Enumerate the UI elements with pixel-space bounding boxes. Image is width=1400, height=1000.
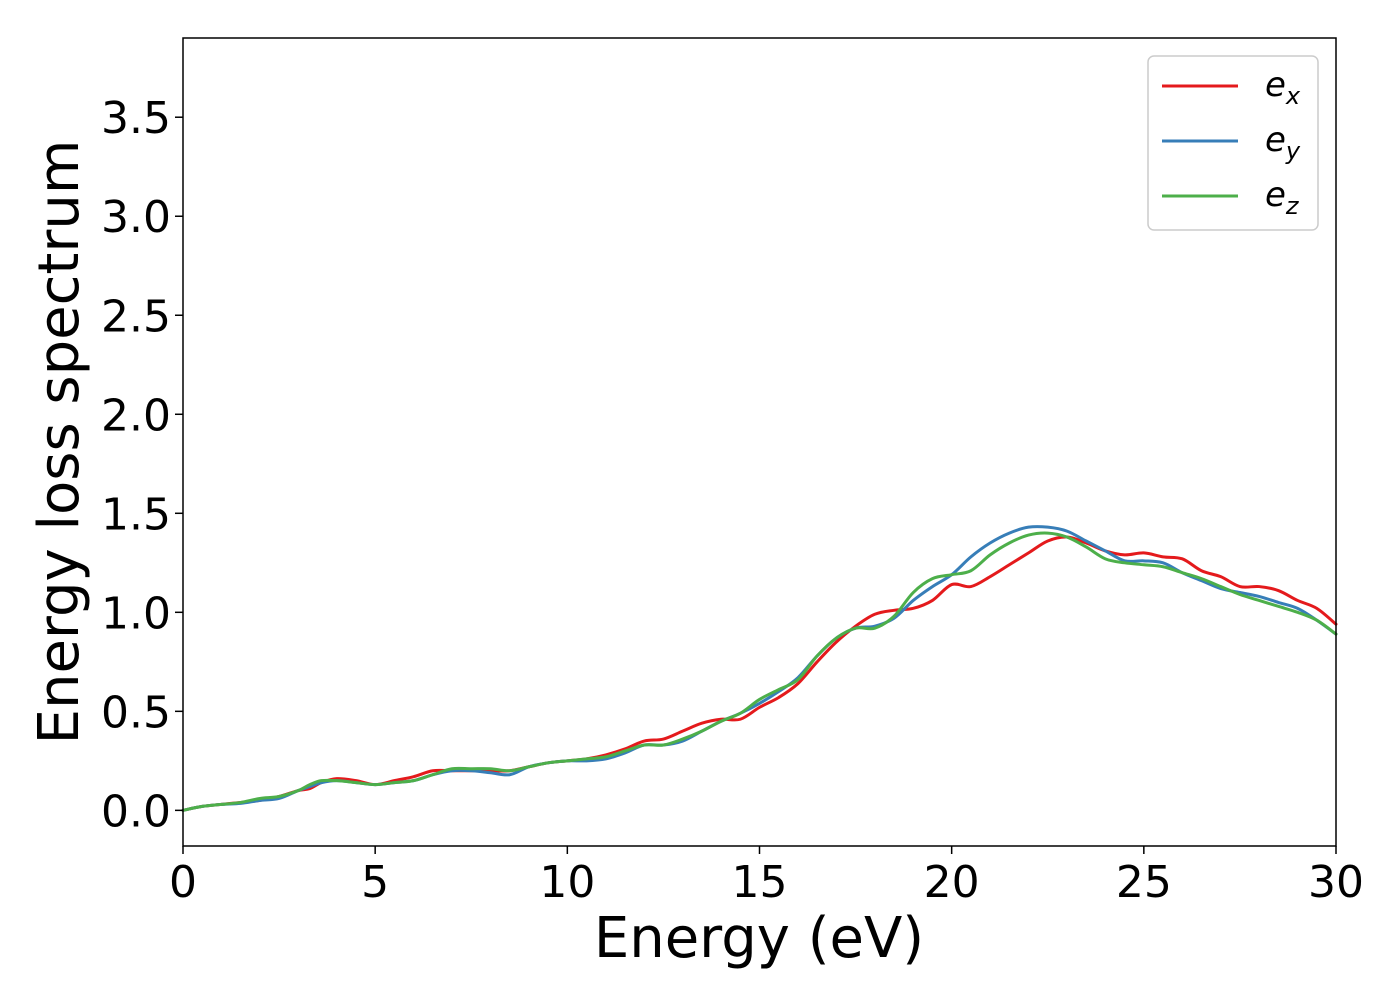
x-tick-label: 10 <box>539 857 595 908</box>
legend-label-x: ex <box>1265 65 1301 110</box>
plot-area <box>183 38 1336 846</box>
y-tick-label: 2.0 <box>101 390 171 441</box>
y-axis: 0.0 0.5 1.0 1.5 2.0 2.5 3.0 3.5 <box>101 93 183 837</box>
legend-label-subscript: z <box>1285 192 1300 220</box>
legend-label-base: e <box>1265 65 1286 105</box>
y-tick-label: 3.5 <box>101 93 171 144</box>
y-tick-label: 1.5 <box>101 489 171 540</box>
legend-label-z: ez <box>1265 175 1300 220</box>
legend-label-subscript: x <box>1285 82 1301 110</box>
x-tick-label: 30 <box>1308 857 1364 908</box>
x-tick-label: 25 <box>1116 857 1172 908</box>
legend-box <box>1147 55 1319 231</box>
x-tick-label: 0 <box>169 857 197 908</box>
legend-label-base: e <box>1265 120 1286 160</box>
legend-label-subscript: y <box>1285 137 1301 165</box>
y-tick-label: 2.5 <box>101 291 171 342</box>
x-tick-label: 20 <box>924 857 980 908</box>
legend-label-base: e <box>1265 175 1286 215</box>
y-tick-label: 0.5 <box>101 687 171 738</box>
series-line-z <box>181 531 1338 812</box>
series-layer <box>181 525 1338 812</box>
y-tick-label: 0.0 <box>101 786 171 837</box>
y-tick-label: 1.0 <box>101 588 171 639</box>
series-line-x <box>181 535 1338 812</box>
y-tick-label: 3.0 <box>101 192 171 243</box>
y-axis-label: Energy loss spectrum <box>27 140 92 745</box>
x-tick-label: 5 <box>361 857 389 908</box>
legend-label-y: ey <box>1265 120 1301 165</box>
x-tick-label: 15 <box>732 857 788 908</box>
x-axis-label: Energy (eV) <box>594 906 924 971</box>
x-axis: 0 5 10 15 20 25 30 <box>169 846 1364 908</box>
